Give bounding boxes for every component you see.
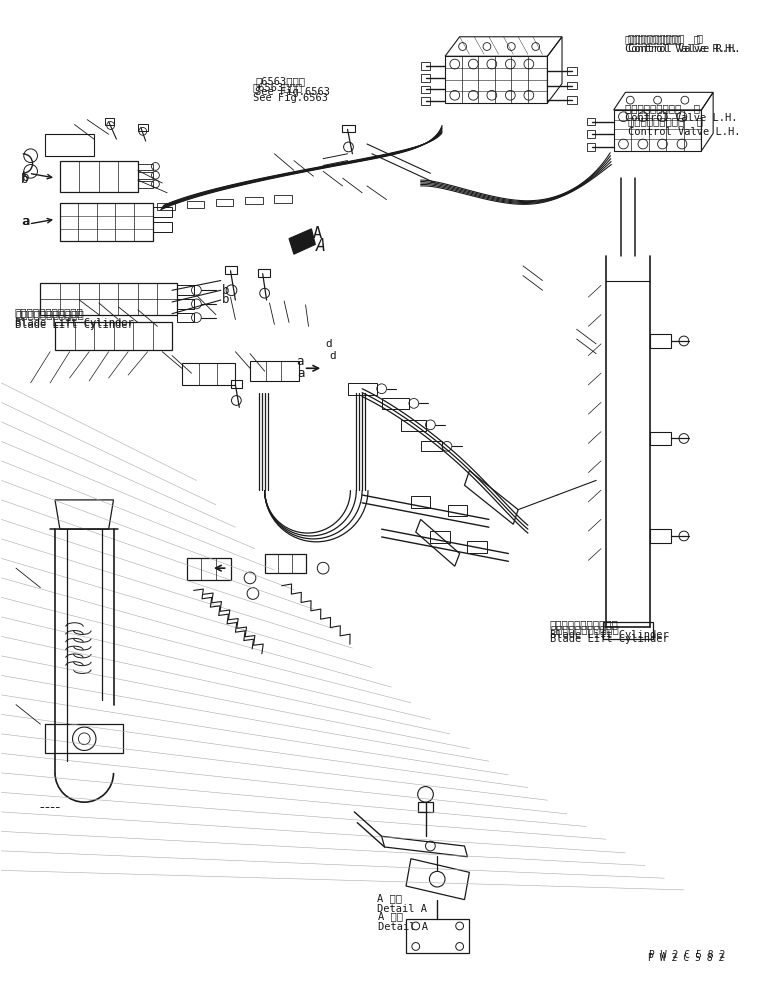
Text: ブレードリフトシリンダ: ブレードリフトシリンダ: [15, 308, 83, 317]
Bar: [445, 57, 548, 103]
Bar: [411, 496, 431, 508]
Polygon shape: [289, 229, 315, 254]
Text: b: b: [21, 174, 28, 186]
Bar: [431, 531, 450, 543]
Text: Blade Lift Cylinder: Blade Lift Cylinder: [549, 630, 669, 640]
Text: Blade Lift Cylinder: Blade Lift Cylinder: [15, 317, 134, 327]
Text: A: A: [316, 237, 327, 255]
Bar: [418, 803, 433, 811]
Bar: [467, 541, 487, 553]
Text: コントロールバルブ  右: コントロールバルブ 右: [626, 34, 701, 44]
Text: See Fig.6563: See Fig.6563: [255, 86, 330, 96]
Bar: [182, 363, 236, 385]
Text: b: b: [22, 171, 30, 184]
Bar: [421, 85, 431, 93]
Bar: [187, 200, 204, 208]
Text: Blade Lift Cylinder: Blade Lift Cylinder: [15, 319, 134, 329]
Text: Control Valve L.H.: Control Valve L.H.: [628, 127, 741, 137]
Bar: [177, 286, 194, 296]
Text: b: b: [222, 294, 230, 307]
Text: Detail A: Detail A: [378, 923, 428, 932]
Bar: [60, 161, 138, 191]
Text: P W 2 C 5 8 2: P W 2 C 5 8 2: [649, 950, 725, 960]
Bar: [649, 334, 671, 348]
Bar: [55, 322, 172, 350]
Bar: [406, 920, 470, 953]
Bar: [45, 724, 123, 753]
Bar: [152, 222, 172, 232]
Text: コントロールバルブ  左: コントロールバルブ 左: [628, 116, 703, 127]
Bar: [158, 202, 175, 210]
Text: コントロールバルブ  左: コントロールバルブ 左: [626, 103, 701, 113]
Text: A: A: [313, 225, 322, 241]
Bar: [138, 164, 152, 171]
Bar: [567, 81, 577, 89]
Bar: [401, 420, 425, 431]
Text: a: a: [21, 215, 28, 228]
Bar: [45, 134, 94, 156]
Bar: [567, 96, 577, 104]
Bar: [421, 73, 431, 81]
Bar: [347, 383, 377, 395]
Bar: [41, 284, 177, 314]
Bar: [258, 269, 269, 277]
Text: See Fig.6563: See Fig.6563: [253, 93, 328, 103]
Bar: [138, 173, 152, 180]
Bar: [225, 266, 237, 274]
Bar: [138, 124, 148, 131]
Bar: [649, 529, 671, 543]
Bar: [649, 432, 671, 445]
Text: ブレードリフトシリンダ: ブレードリフトシリンダ: [15, 309, 84, 318]
Bar: [152, 207, 172, 217]
Bar: [588, 143, 595, 151]
Bar: [250, 361, 299, 381]
Bar: [177, 312, 194, 322]
Text: a: a: [297, 367, 304, 380]
Text: Control Valve R.H.: Control Valve R.H.: [626, 44, 738, 54]
Bar: [421, 97, 431, 105]
Bar: [342, 125, 355, 132]
Bar: [138, 182, 152, 187]
Text: 第6563図参照: 第6563図参照: [255, 76, 305, 86]
Bar: [448, 505, 467, 517]
Bar: [230, 380, 243, 388]
Text: a: a: [22, 215, 30, 228]
Text: a: a: [296, 355, 304, 368]
Bar: [177, 299, 194, 309]
Bar: [588, 130, 595, 138]
Text: Detail A: Detail A: [377, 904, 427, 914]
Text: ブレードリフトシリンダ: ブレードリフトシリンダ: [549, 619, 618, 630]
Text: d: d: [326, 339, 333, 349]
Text: P W 2 C 5 8 2: P W 2 C 5 8 2: [649, 953, 725, 963]
Bar: [275, 194, 292, 202]
Text: Control Valve L.H.: Control Valve L.H.: [626, 113, 738, 123]
Text: Blade Lift Cylinder: Blade Lift Cylinder: [550, 635, 669, 645]
Bar: [187, 558, 230, 580]
Text: 第6563図参照: 第6563図参照: [253, 82, 303, 92]
Bar: [382, 398, 409, 410]
Text: コントロールバルブ  右: コントロールバルブ 右: [628, 34, 703, 44]
Bar: [105, 118, 115, 126]
Bar: [421, 441, 442, 451]
Text: d: d: [329, 351, 336, 361]
Text: Control Valve R.H.: Control Valve R.H.: [628, 44, 741, 54]
Text: A 詳細: A 詳細: [378, 912, 403, 922]
Bar: [421, 62, 431, 69]
Bar: [216, 198, 233, 206]
Bar: [60, 203, 152, 240]
Bar: [588, 118, 595, 126]
Text: b: b: [221, 284, 229, 297]
Bar: [567, 67, 577, 74]
Bar: [245, 196, 262, 204]
Text: ブレードリフトシリンダ: ブレードリフトシリンダ: [550, 624, 619, 634]
Text: A 詳細: A 詳細: [377, 893, 402, 903]
Bar: [603, 622, 653, 639]
Bar: [614, 110, 702, 151]
Bar: [265, 554, 305, 573]
